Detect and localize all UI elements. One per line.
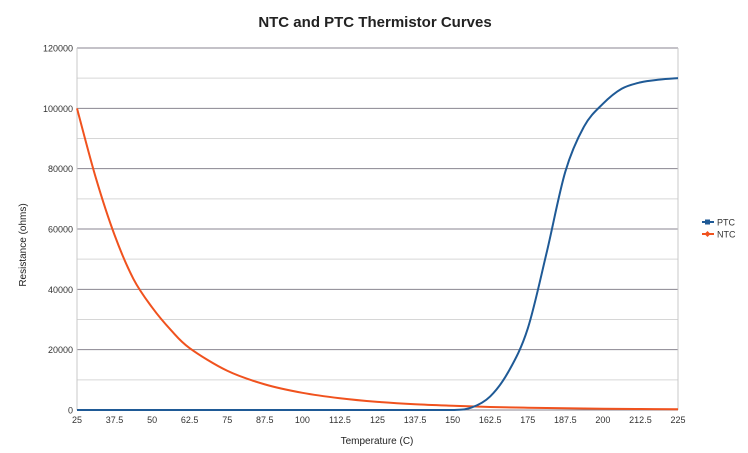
legend-square-marker	[705, 219, 710, 225]
x-tick-label: 75	[222, 415, 232, 425]
x-tick-label: 37.5	[106, 415, 124, 425]
x-tick-label: 87.5	[256, 415, 274, 425]
x-tick-label: 50	[147, 415, 157, 425]
x-axis-ticks: 25 37.5 50 62.5 75 87.5 100 112.5 125 137.5 150 162…	[72, 415, 686, 425]
y-tick-label: 20000	[48, 345, 73, 355]
legend-item-ptc: PTC	[702, 218, 736, 228]
y-tick-label: 120000	[43, 44, 73, 54]
chart-title: NTC and PTC Thermistor Curves	[258, 14, 491, 31]
y-tick-label: 100000	[43, 104, 73, 114]
x-axis-label: Temperature (C)	[341, 436, 414, 447]
y-tick-label: 0	[68, 406, 73, 416]
legend-label: PTC	[717, 218, 736, 228]
x-tick-label: 112.5	[329, 415, 351, 425]
x-tick-label: 212.5	[629, 415, 652, 425]
x-tick-label: 175	[520, 415, 535, 425]
y-axis-ticks: 0 20000 40000 60000 80000 100000 120000	[43, 44, 73, 416]
legend: PTC NTC	[702, 218, 736, 240]
x-tick-label: 100	[295, 415, 310, 425]
series-lines	[76, 77, 679, 411]
x-tick-label: 25	[72, 415, 82, 425]
y-tick-label: 40000	[48, 285, 73, 295]
legend-label: NTC	[717, 230, 736, 240]
x-tick-label: 62.5	[181, 415, 199, 425]
y-tick-label: 80000	[48, 164, 73, 174]
x-tick-label: 225	[670, 415, 685, 425]
x-tick-label: 150	[445, 415, 460, 425]
x-tick-label: 137.5	[404, 415, 427, 425]
grid	[76, 47, 679, 411]
legend-diamond-marker	[704, 231, 711, 237]
series-line-ptc	[77, 77, 679, 411]
y-tick-label: 60000	[48, 225, 73, 235]
series-line-ntc	[76, 108, 679, 411]
x-tick-label: 162.5	[479, 415, 502, 425]
x-tick-label: 125	[370, 415, 385, 425]
x-tick-label: 187.5	[554, 415, 577, 425]
legend-item-ntc: NTC	[702, 230, 736, 240]
x-tick-label: 200	[595, 415, 610, 425]
y-axis-label: Resistance (ohms)	[18, 203, 29, 286]
